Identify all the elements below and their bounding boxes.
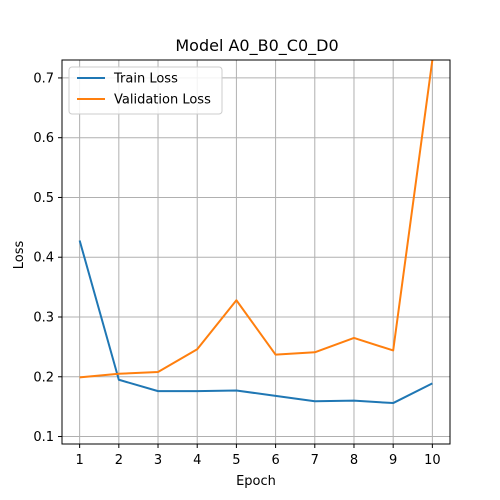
- legend-label: Train Loss: [113, 72, 178, 87]
- x-tick-label: 3: [154, 453, 162, 468]
- series-lines: [78, 59, 434, 405]
- chart-title: Model A0_B0_C0_D0: [175, 36, 338, 56]
- legend: Train Loss Validation Loss: [68, 66, 223, 115]
- y-tick-label: 0.2: [33, 370, 54, 385]
- x-tick-label: 1: [75, 453, 83, 468]
- x-tick-label: 5: [232, 453, 240, 468]
- x-tick-label: 2: [115, 453, 123, 468]
- x-tick-label: 7: [311, 453, 319, 468]
- x-tick-label: 10: [424, 453, 441, 468]
- train-loss-line: [78, 240, 433, 405]
- x-tick-label: 4: [193, 453, 201, 468]
- x-axis-title: Epoch: [236, 474, 276, 489]
- grid: [62, 60, 450, 444]
- plot-frame: [61, 59, 451, 445]
- y-tick-label: 0.6: [33, 131, 54, 146]
- legend-box: [68, 66, 223, 115]
- y-tick-label: 0.3: [33, 310, 54, 325]
- y-tick-label: 0.4: [33, 251, 54, 266]
- x-tick-label: 9: [389, 453, 397, 468]
- x-tick-label: 8: [350, 453, 358, 468]
- legend-label: Validation Loss: [114, 93, 211, 108]
- y-tick-label: 0.1: [33, 430, 54, 445]
- axis-ticks: 1 2 3 4 5 6 7 8 9 10 0.1 0.2 0.3 0.4 0.5 0.6 0.7: [33, 71, 440, 468]
- validation-loss-line: [79, 59, 434, 379]
- y-tick-label: 0.5: [33, 191, 54, 206]
- x-tick-label: 6: [271, 453, 279, 468]
- y-axis-title: Loss: [12, 241, 27, 270]
- y-tick-label: 0.7: [33, 71, 54, 86]
